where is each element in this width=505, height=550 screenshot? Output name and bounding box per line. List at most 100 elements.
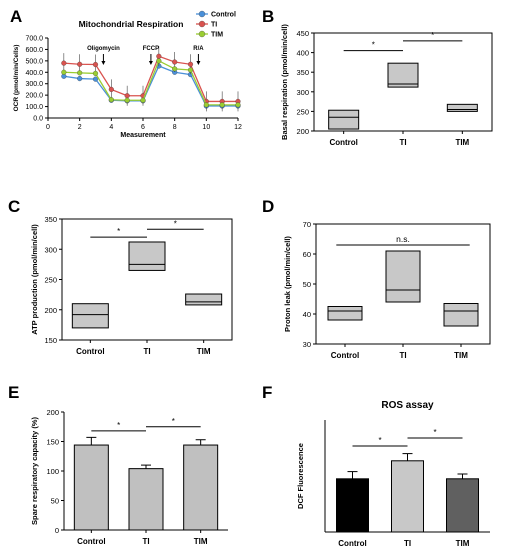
panel-a-x-tick-label: 0 bbox=[46, 124, 50, 131]
panel-f-x-tick-label-tim: TIM bbox=[456, 539, 470, 548]
panel-f-y-label: DCF Fluorescence bbox=[296, 443, 305, 509]
panel-e-bar-control bbox=[73, 444, 109, 531]
panel-c-y-tick-label: 350 bbox=[44, 215, 57, 224]
panel-b-x-tick-label-control: Control bbox=[329, 138, 357, 147]
panel-a-x-tick-label: 8 bbox=[173, 124, 177, 131]
panel-a-x-tick-label: 2 bbox=[78, 124, 82, 131]
panel-a-x-tick-label: 10 bbox=[202, 124, 210, 131]
panel-f-bar-ti bbox=[391, 460, 424, 533]
panel-d-box-ti bbox=[385, 250, 421, 303]
panel-a-point-ti bbox=[77, 61, 83, 67]
panel-a-annotation-oligomycin: Oligomycin bbox=[87, 46, 120, 52]
panel-d-y-tick-label: 40 bbox=[303, 310, 311, 319]
panel-a-point-tim bbox=[172, 66, 178, 72]
panel-e-y-label: Spare respiratory capacity (%) bbox=[30, 417, 39, 525]
panel-d-x-tick-label-tim: TIM bbox=[454, 351, 468, 360]
panel-a-point-ti bbox=[92, 61, 99, 68]
panel-a-point-tim bbox=[92, 70, 99, 76]
panel-d-y-tick-label: 50 bbox=[303, 280, 311, 289]
panel-a-point-ti bbox=[187, 61, 194, 67]
panel-b-y-label: Basal respiration (pmol/min/cell) bbox=[280, 24, 289, 140]
panel-a-annotation-ra: R/A bbox=[193, 46, 204, 52]
panel-a-y-tick-label: 400.0 bbox=[25, 70, 43, 77]
panel-c-box-tim bbox=[185, 293, 223, 306]
panel-a-x-tick-label: 6 bbox=[141, 124, 145, 131]
panel-a-y-tick-label: 700.0 bbox=[25, 36, 43, 43]
panel-a-arrow-head bbox=[148, 61, 153, 65]
panel-a-point-tim bbox=[108, 97, 114, 103]
panel-a-point-tim bbox=[187, 67, 194, 73]
panel-a-y-tick-label: 200.0 bbox=[25, 93, 43, 100]
panel-b-box-ti bbox=[387, 62, 419, 88]
panel-a-point-control bbox=[77, 76, 83, 82]
panel-a-legend-marker bbox=[198, 20, 206, 28]
panel-letter-c: C bbox=[8, 197, 20, 216]
panel-b-y-tick-label: 350 bbox=[296, 68, 309, 77]
panel-a-point-tim bbox=[124, 97, 130, 103]
panel-letter-d: D bbox=[262, 197, 274, 216]
panel-a-legend-label-ti: TI bbox=[211, 22, 217, 29]
panel-f-bar-tim bbox=[446, 478, 479, 533]
panel-f-significance-label: * bbox=[378, 436, 381, 445]
panel-e-significance-label: * bbox=[117, 421, 120, 430]
panel-d-x-tick-label-control: Control bbox=[331, 351, 359, 360]
panel-b-y-tick-label: 250 bbox=[296, 107, 309, 116]
panel-a-y-tick-label: 300.0 bbox=[25, 81, 43, 88]
panel-e-bar-tim bbox=[183, 444, 219, 531]
panel-a-point-tim bbox=[156, 58, 162, 64]
panel-letter-b: B bbox=[262, 7, 274, 26]
panel-f-x-tick-label-ti: TI bbox=[404, 539, 411, 548]
panel-c-significance-label: * bbox=[174, 219, 177, 228]
panel-a-arrow-head bbox=[101, 61, 106, 65]
panel-e-significance-label: * bbox=[172, 417, 175, 426]
panel-e-y-tick-label: 0 bbox=[55, 526, 59, 535]
panel-letter-f: F bbox=[262, 383, 272, 402]
panel-a-point-ti bbox=[124, 93, 130, 99]
panel-b-x-tick-label-ti: TI bbox=[399, 138, 406, 147]
panel-d-y-tick-label: 60 bbox=[303, 250, 311, 259]
panel-a-arrow-head bbox=[196, 61, 201, 65]
panel-f-x-tick-label-control: Control bbox=[338, 539, 366, 548]
panel-c-y-tick-label: 200 bbox=[44, 306, 57, 315]
panel-a-point-tim bbox=[235, 102, 241, 108]
panel-d-y-tick-label: 30 bbox=[303, 340, 311, 349]
panel-c-y-tick-label: 150 bbox=[44, 336, 57, 345]
panel-c-box-ti bbox=[128, 241, 166, 271]
panel-a-y-tick-label: 500.0 bbox=[25, 58, 43, 65]
panel-e-x-tick-label-control: Control bbox=[77, 537, 105, 546]
panel-d-significance-label: n.s. bbox=[396, 234, 410, 244]
panel-f-bar-control bbox=[336, 478, 369, 533]
panel-a-series-line-tim bbox=[63, 59, 238, 106]
panel-a-series-line-control bbox=[63, 65, 238, 107]
panel-a-point-tim bbox=[61, 69, 67, 75]
panel-c-x-tick-label-control: Control bbox=[76, 347, 104, 356]
panel-c-y-tick-label: 250 bbox=[44, 276, 57, 285]
panel-c-x-tick-label-ti: TI bbox=[143, 347, 150, 356]
panel-e-y-tick-label: 200 bbox=[46, 408, 59, 417]
panel-letter-a: A bbox=[10, 7, 22, 26]
panel-b-y-tick-label: 200 bbox=[296, 127, 309, 136]
panel-a-x-tick-label: 4 bbox=[109, 124, 113, 131]
panel-a-legend-marker bbox=[198, 10, 206, 18]
panel-e-y-tick-label: 50 bbox=[51, 497, 59, 506]
panel-e-x-tick-label-ti: TI bbox=[142, 537, 149, 546]
panel-b-significance-label: * bbox=[431, 31, 434, 40]
panel-c-y-label: ATP production (pmol/min/cell) bbox=[30, 224, 39, 335]
panel-a-title: Mitochondrial Respiration bbox=[79, 19, 184, 29]
panel-c-y-tick-label: 300 bbox=[44, 245, 57, 254]
panel-e-x-tick-label-tim: TIM bbox=[194, 537, 208, 546]
panel-a-point-tim bbox=[77, 70, 83, 76]
panel-a-legend-label-control: Control bbox=[211, 12, 236, 19]
panel-e-y-tick-label: 150 bbox=[46, 438, 59, 447]
panel-a-y-label: OCR (pmol/min/Cells) bbox=[13, 45, 20, 112]
panel-b-y-tick-label: 450 bbox=[296, 29, 309, 38]
panel-d-box-control bbox=[327, 306, 363, 321]
panel-a-x-tick-label: 12 bbox=[234, 124, 242, 131]
panel-a-point-tim bbox=[219, 102, 225, 108]
panel-a-point-ti bbox=[172, 59, 178, 65]
panel-f-title: ROS assay bbox=[381, 400, 434, 411]
panel-a-legend-marker bbox=[198, 30, 206, 38]
panel-a-point-tim bbox=[203, 102, 209, 108]
panel-a-point-ti bbox=[156, 53, 162, 59]
